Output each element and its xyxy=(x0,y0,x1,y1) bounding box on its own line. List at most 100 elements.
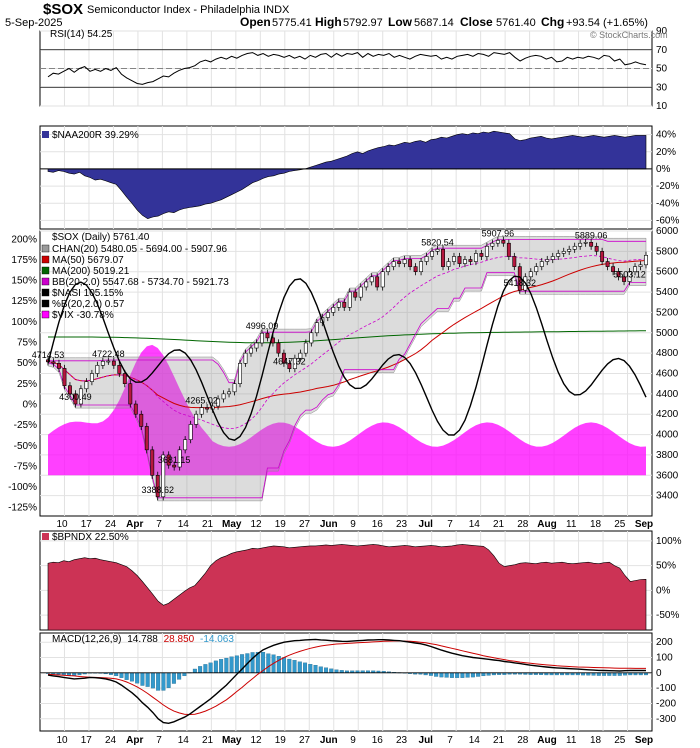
price-annotation: 4300.49 xyxy=(59,392,92,402)
macd-histogram-bar xyxy=(224,657,229,673)
price-annotation: 4722.48 xyxy=(92,349,125,359)
macd-legend-text: MACD(12,26,9) 14.788 28.850 -14.063 xyxy=(52,634,234,645)
candle-body xyxy=(391,261,396,267)
candle-body xyxy=(644,254,648,266)
price-y-tick: 5400 xyxy=(656,287,679,298)
candle-body xyxy=(408,259,413,267)
high-label: High xyxy=(315,15,342,29)
candle-body xyxy=(117,365,122,374)
x-tick-label: 25 xyxy=(614,519,626,530)
x-tick-label: 10 xyxy=(56,519,68,530)
candle-body xyxy=(397,261,402,264)
candle-body xyxy=(430,251,434,257)
macd-histogram-bar xyxy=(476,672,481,677)
macd-histogram-bar xyxy=(161,672,166,691)
x-tick-label: Jun xyxy=(320,735,338,746)
candle-body xyxy=(556,253,561,257)
nasi-line xyxy=(47,275,647,441)
bpndx-y-tick: 50% xyxy=(656,561,676,572)
x-tick-label: 19 xyxy=(275,735,287,746)
price-y-tick: 3600 xyxy=(656,470,679,481)
x-tick-label: 27 xyxy=(299,519,311,530)
candle-body xyxy=(95,365,100,374)
x-tick-label: 23 xyxy=(396,519,408,530)
candle-body xyxy=(106,360,111,363)
x-tick-label: 9 xyxy=(350,735,356,746)
x-tick-label: 25 xyxy=(614,735,626,746)
bpndx-legend: $BPNDX 22.50% xyxy=(42,532,129,543)
chg-value: +93.54 (+1.65%) xyxy=(566,17,648,29)
macd-histogram-bar xyxy=(460,672,465,678)
macd-histogram-bar xyxy=(213,660,218,673)
x-tick-label: 17 xyxy=(81,519,93,530)
macd-histogram-bar xyxy=(282,657,287,673)
macd-histogram-bar xyxy=(297,661,302,673)
macd-panel: -300 -200 -100 0 100 200 xyxy=(39,632,676,732)
macd-histogram-bar xyxy=(124,672,129,680)
macd-y-tick: -100 xyxy=(656,683,676,694)
macd-histogram-bar xyxy=(334,669,339,673)
candle-body xyxy=(221,393,226,400)
price-y-tick: 6000 xyxy=(656,226,679,237)
candle-body xyxy=(419,261,424,273)
price-legend-entry: CHAN(20) 5480.05 - 5694.00 - 5907.96 xyxy=(52,244,228,255)
low-value: 5687.14 xyxy=(414,17,454,29)
open-value: 5775.41 xyxy=(272,17,312,29)
naa-y-tick: 40% xyxy=(656,130,676,141)
candle-body xyxy=(205,407,210,410)
x-tick-label: 21 xyxy=(493,519,505,530)
macd-histogram-bar xyxy=(465,672,470,678)
candle-body xyxy=(287,363,292,369)
candle-body xyxy=(336,301,341,308)
x-tick-label: 14 xyxy=(469,519,481,530)
macd-line xyxy=(47,638,646,725)
candle-body xyxy=(194,413,199,425)
bpndx-y-tick: 100% xyxy=(656,536,682,547)
vix-area xyxy=(48,344,646,476)
candle-body xyxy=(528,271,533,278)
x-tick-label: Aug xyxy=(537,735,556,746)
macd-histogram-bar xyxy=(318,666,323,673)
price-left-tick: -125% xyxy=(8,503,37,514)
x-tick-label: 11 xyxy=(566,735,577,746)
candle-body xyxy=(139,413,144,427)
price-y-tick: 5200 xyxy=(656,307,679,318)
price-left-tick: 175% xyxy=(11,255,37,266)
price-y-tick: 5800 xyxy=(656,246,679,257)
candle-body xyxy=(353,291,358,298)
x-tick-label: Sep xyxy=(635,735,653,746)
price-annotation: 4714.53 xyxy=(32,350,65,360)
x-tick-label: 14 xyxy=(178,735,190,746)
candle-body xyxy=(314,322,319,334)
macd-histogram-bar xyxy=(266,653,271,673)
x-tick-label: 21 xyxy=(202,519,214,530)
price-left-tick: 125% xyxy=(11,296,37,307)
x-tick-label: 17 xyxy=(81,735,93,746)
naa-y-tick: -60% xyxy=(656,215,679,226)
macd-histogram-bar xyxy=(303,662,308,673)
candle-body xyxy=(188,424,193,440)
price-annotation: 4265.02 xyxy=(185,396,218,406)
macd-y-tick: 0 xyxy=(656,668,662,679)
candle-body xyxy=(292,357,297,369)
candle-body xyxy=(600,251,605,262)
candle-body xyxy=(358,286,363,298)
chg-label: Chg xyxy=(541,15,564,29)
macd-histogram-bar xyxy=(250,652,255,673)
candle-body xyxy=(166,454,171,466)
candle-body xyxy=(452,256,456,262)
naa-area xyxy=(47,130,647,220)
macd-histogram-bar xyxy=(192,668,197,673)
rsi-legend: RSI(14) 54.25 xyxy=(50,29,113,40)
candle-body xyxy=(446,261,451,267)
bb-lower-line xyxy=(47,272,646,499)
naa-y-tick: 0% xyxy=(656,164,671,175)
macd-histogram-bar xyxy=(313,665,318,673)
price-legend-entry: %B(20,2.0) 0.57 xyxy=(52,299,125,310)
candle-body xyxy=(364,281,369,288)
candle-body xyxy=(479,253,484,257)
macd-histogram-bar xyxy=(219,659,224,673)
candle-body xyxy=(342,301,347,308)
candle-body xyxy=(199,407,204,415)
macd-histogram-bar xyxy=(177,672,182,680)
